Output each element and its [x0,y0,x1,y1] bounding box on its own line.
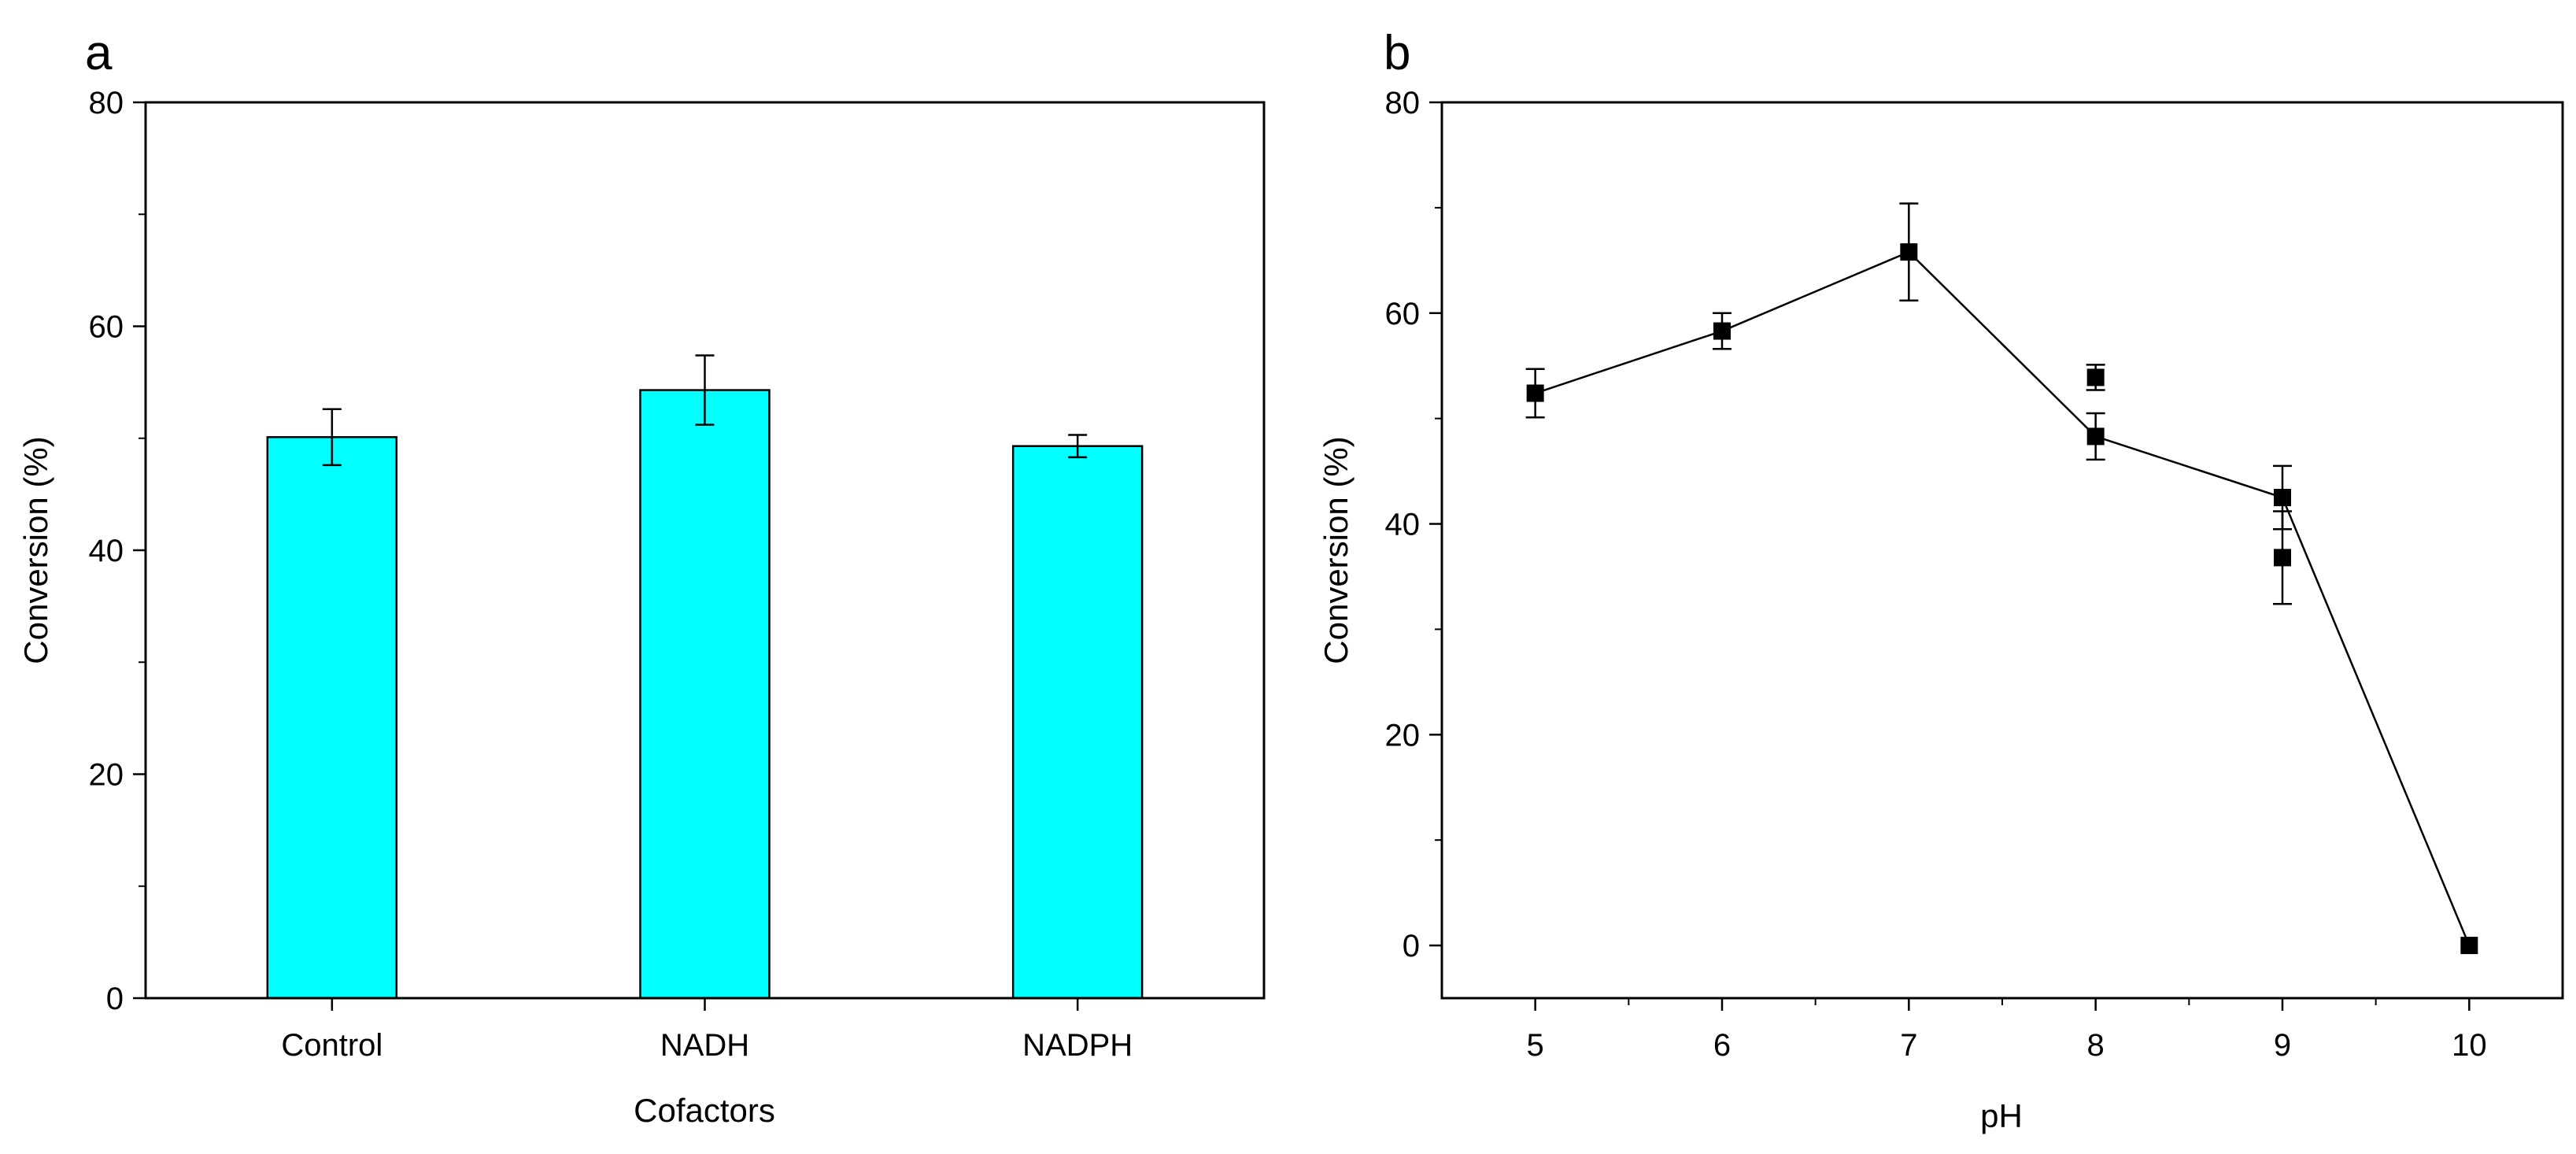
bar-control [266,436,398,1000]
y-tick-label-60: 60 [1385,297,1421,331]
panel-a-bars [266,389,1144,1000]
y-tick-label-20: 20 [1385,718,1421,753]
panel-b-label: b [1384,26,1410,80]
panel-a-x-axis-title: Cofactors [634,1092,775,1129]
x-tick-label-7: 7 [1900,1028,1917,1063]
y-tick-label-80: 80 [89,86,124,120]
data-point-ph-8 [2086,368,2105,387]
bar-nadh [639,389,771,1000]
y-tick-label-20: 20 [89,758,124,793]
data-point-ph-9 [2274,489,2291,507]
panel-b-series-line [1535,250,2471,946]
data-point-ph-6 [1713,322,1731,340]
panel-b: b 5 6 7 8 9 10 0 20 40 60 80 pH Conversion (%) [1318,26,2564,1134]
data-point-ph-10 [2460,937,2478,955]
series-line [1535,250,2471,946]
data-point-ph-8 [2086,427,2105,446]
data-point-ph-7 [1900,243,1918,261]
panel-a-error-bars [322,354,1088,467]
bar-nadph [1011,445,1144,1000]
panel-a-y-axis-title: Conversion (%) [17,436,54,664]
x-tick-label-nadh: NADH [660,1028,749,1063]
panel-a: a Control NADH NADPH 0 20 40 60 80 Cofactors Co… [17,26,1266,1129]
x-tick-label-5: 5 [1527,1028,1544,1063]
y-tick-label-0: 0 [1403,929,1420,964]
x-tick-label-8: 8 [2087,1028,2105,1063]
x-tick-label-10: 10 [2452,1028,2487,1063]
panel-b-error-bars [1525,202,2292,605]
panel-b-points [1526,243,2478,955]
panel-b-y-axis-title: Conversion (%) [1318,436,1355,664]
y-tick-label-40: 40 [1385,508,1421,542]
x-tick-label-6: 6 [1713,1028,1731,1063]
y-tick-label-60: 60 [89,310,124,345]
x-tick-label-control: Control [281,1028,383,1063]
panel-a-label: a [85,26,113,80]
panel-a-axes: Control NADH NADPH 0 20 40 60 80 [89,86,1133,1063]
x-tick-label-9: 9 [2274,1028,2291,1063]
y-tick-label-0: 0 [106,982,124,1016]
y-tick-label-80: 80 [1385,86,1421,120]
x-tick-label-nadph: NADPH [1022,1028,1133,1063]
panel-b-axes: 5 6 7 8 9 10 0 20 40 60 80 [1385,86,2487,1063]
panel-b-x-axis-title: pH [1980,1097,2023,1134]
panel-b-frame [1440,101,2564,1000]
data-point-ph-5 [1526,384,1544,402]
data-point-ph-9 [2274,549,2291,567]
y-tick-label-40: 40 [89,534,124,568]
